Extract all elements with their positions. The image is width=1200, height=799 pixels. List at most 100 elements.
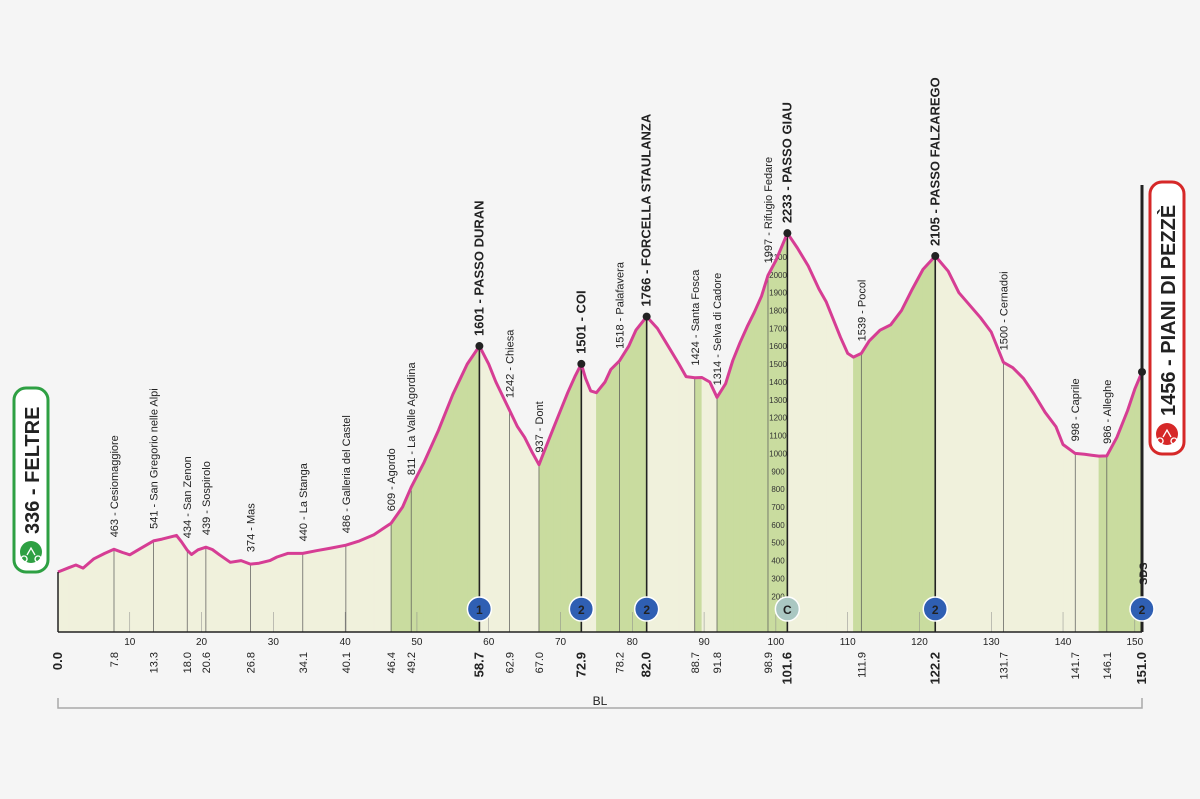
profile-area-segment bbox=[359, 534, 375, 633]
profile-area-segment bbox=[479, 345, 490, 633]
profile-area-segment bbox=[610, 360, 620, 633]
profile-area-segment bbox=[330, 544, 347, 633]
altitude-tick-label: 2000 bbox=[769, 271, 787, 280]
waypoint-name-label: 1601 - PASSO DURAN bbox=[471, 200, 486, 336]
waypoint-name-label: 1501 - COI bbox=[573, 290, 588, 354]
waypoint-name-label: 434 - San Zenon bbox=[182, 456, 194, 538]
altitude-tick-label: 400 bbox=[771, 557, 785, 566]
profile-area-segment bbox=[212, 548, 220, 633]
profile-area-segment bbox=[701, 376, 711, 633]
altitude-tick-label: 1100 bbox=[769, 432, 787, 441]
profile-area-segment bbox=[531, 451, 540, 633]
profile-area-segment bbox=[825, 301, 834, 633]
profile-area-segment bbox=[524, 437, 533, 633]
profile-area-segment bbox=[229, 560, 242, 633]
waypoint-name-label: 937 - Dont bbox=[534, 401, 546, 452]
climb-category-label: 2 bbox=[1139, 603, 1146, 617]
waypoint-name-label: 2233 - PASSO GIAU bbox=[779, 102, 794, 223]
profile-area-segment bbox=[452, 363, 468, 633]
climb-category-badge bbox=[774, 596, 801, 622]
waypoint-km-label: 146.1 bbox=[1102, 652, 1114, 680]
profile-area-segment bbox=[258, 560, 271, 633]
profile-area-segment bbox=[345, 540, 360, 633]
km-tick-label: 60 bbox=[483, 637, 495, 648]
profile-area-segment bbox=[1127, 389, 1136, 633]
profile-area-segment bbox=[197, 546, 207, 633]
climb-category-label: C bbox=[783, 603, 792, 617]
profile-area-segment bbox=[176, 534, 182, 633]
start-label: 336 - FELTRE bbox=[22, 407, 44, 534]
km-tick-label: 110 bbox=[840, 637, 856, 648]
waypoint-km-label: 141.7 bbox=[1070, 652, 1082, 680]
altitude-tick-label: 1700 bbox=[769, 324, 787, 333]
waypoint-km-label: 26.8 bbox=[245, 652, 257, 673]
profile-area-segment bbox=[646, 315, 658, 633]
profile-area-segment bbox=[590, 390, 597, 633]
altitude-tick-label: 1000 bbox=[769, 449, 787, 458]
km-tick-label: 120 bbox=[911, 637, 928, 648]
km-tick-label: 30 bbox=[268, 637, 280, 648]
km-tick-label: 90 bbox=[699, 637, 711, 648]
elevation-profile-line bbox=[57, 231, 1144, 574]
profile-area-segment bbox=[787, 232, 798, 633]
profile-area-segment bbox=[716, 382, 726, 633]
waypoint-km-label: 88.7 bbox=[690, 652, 702, 673]
waypoint-km-label: 122.2 bbox=[927, 652, 942, 685]
profile-area-segment bbox=[807, 265, 820, 633]
profile-area-segment bbox=[219, 554, 231, 633]
profile-area-segment bbox=[82, 558, 95, 633]
km-tick-label: 130 bbox=[983, 637, 1000, 648]
profile-area-segment bbox=[1012, 366, 1024, 633]
start-badge bbox=[12, 386, 50, 574]
altitude-tick-label: 1500 bbox=[769, 360, 787, 369]
profile-area-segment bbox=[990, 331, 1004, 633]
waypoint-name-label: 1314 - Selva di Cadore bbox=[712, 273, 724, 386]
profile-area-segment bbox=[538, 446, 547, 633]
profile-area-segment bbox=[739, 326, 748, 633]
profile-area-segment bbox=[934, 255, 949, 633]
altitude-tick-label: 200 bbox=[771, 592, 785, 601]
km-tick-label: 140 bbox=[1055, 637, 1072, 648]
profile-area-segment bbox=[438, 394, 454, 633]
profile-area-segment bbox=[890, 309, 902, 633]
profile-area-segment bbox=[596, 381, 606, 633]
profile-area-segment bbox=[725, 360, 734, 633]
km-tick-label: 80 bbox=[627, 637, 639, 648]
profile-area-segment bbox=[466, 345, 480, 633]
altitude-tick-label: 1800 bbox=[769, 307, 787, 316]
summit-dot bbox=[577, 359, 586, 368]
summit-dot bbox=[1138, 367, 1146, 376]
profile-area-segment bbox=[797, 246, 809, 633]
finish-label: 1456 - PIANI DI PEZZÈ bbox=[1157, 205, 1180, 416]
profile-area-segment bbox=[250, 562, 260, 633]
waypoint-name-label: 440 - La Stanga bbox=[298, 462, 310, 541]
profile-area-segment bbox=[181, 540, 188, 633]
profile-area-segment bbox=[57, 567, 70, 633]
profile-area-segment bbox=[574, 363, 582, 633]
waypoint-name-label: 1539 - Pocol bbox=[856, 280, 868, 342]
profile-area-segment bbox=[619, 345, 630, 633]
profile-area-segment bbox=[657, 327, 669, 633]
waypoint-km-label: 72.9 bbox=[573, 652, 588, 677]
altitude-tick-label: 300 bbox=[771, 574, 785, 583]
km-tick-label: 150 bbox=[1126, 637, 1143, 648]
waypoint-name-label: 439 - Sospirolo bbox=[201, 461, 213, 535]
waypoint-km-label: 62.9 bbox=[505, 652, 517, 673]
waypoint-km-label: 82.0 bbox=[639, 652, 654, 677]
waypoint-name-label: 1242 - Chiesa bbox=[505, 329, 517, 398]
profile-area-segment bbox=[104, 548, 115, 633]
waypoint-km-label: 13.3 bbox=[148, 652, 160, 673]
profile-area-segment bbox=[667, 345, 680, 633]
start-cyclist-glyph bbox=[20, 546, 42, 563]
profile-area-segment bbox=[186, 549, 192, 633]
waypoint-name-label: 1518 - Palafavera bbox=[614, 261, 626, 349]
finish-cyclist-icon bbox=[1156, 423, 1178, 445]
profile-area-segment bbox=[833, 319, 841, 633]
waypoint-km-label: 111.9 bbox=[856, 652, 868, 678]
profile-area-segment bbox=[1003, 361, 1014, 633]
profile-area-segment bbox=[694, 377, 703, 633]
climb-category-badge bbox=[568, 596, 595, 622]
profile-area-segment bbox=[969, 304, 981, 633]
profile-area-segment bbox=[517, 425, 525, 633]
